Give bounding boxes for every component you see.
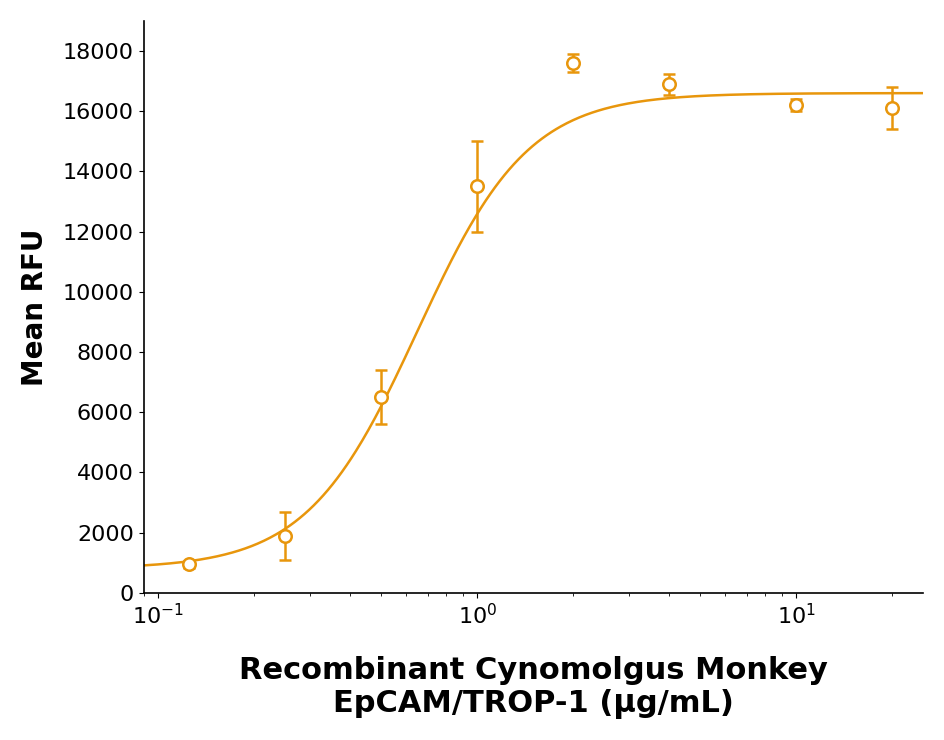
Y-axis label: Mean RFU: Mean RFU [21,228,49,386]
X-axis label: Recombinant Cynomolgus Monkey
EpCAM/TROP-1 (μg/mL): Recombinant Cynomolgus Monkey EpCAM/TROP… [239,656,828,719]
